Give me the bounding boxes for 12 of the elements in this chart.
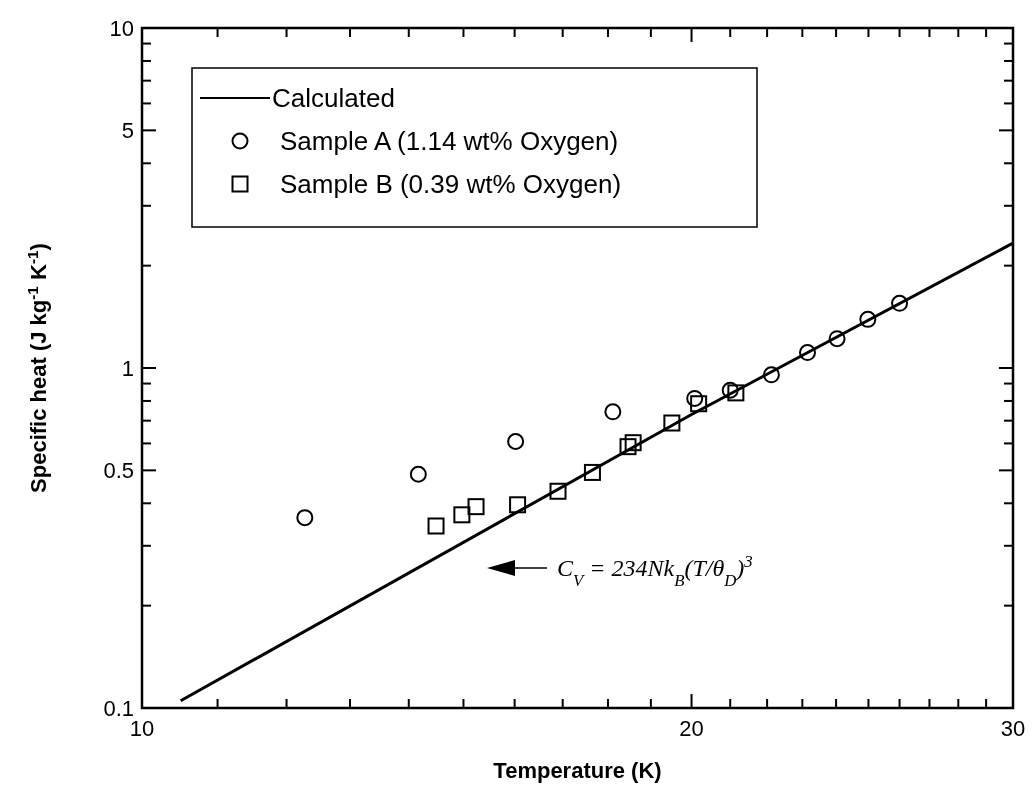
y-tick-label: 10 — [109, 16, 134, 41]
legend-label: Sample B (0.39 wt% Oxygen) — [280, 169, 622, 199]
x-axis-title: Temperature (K) — [493, 758, 662, 783]
x-tick-label: 20 — [679, 716, 704, 741]
legend-label: Calculated — [272, 83, 395, 113]
y-tick-label: 5 — [121, 118, 134, 144]
legend-label: Sample A (1.14 wt% Oxygen) — [280, 126, 619, 156]
x-tick-label: 30 — [1000, 716, 1026, 741]
y-tick-label: 0.5 — [103, 458, 134, 484]
y-tick-label: 1 — [121, 356, 134, 381]
annotation: C$_{V}$ = 234Nk$_{B}$(T/θ$_{D}$)$^{3}$ — [557, 551, 753, 590]
y-tick-label: 0.1 — [103, 696, 134, 721]
